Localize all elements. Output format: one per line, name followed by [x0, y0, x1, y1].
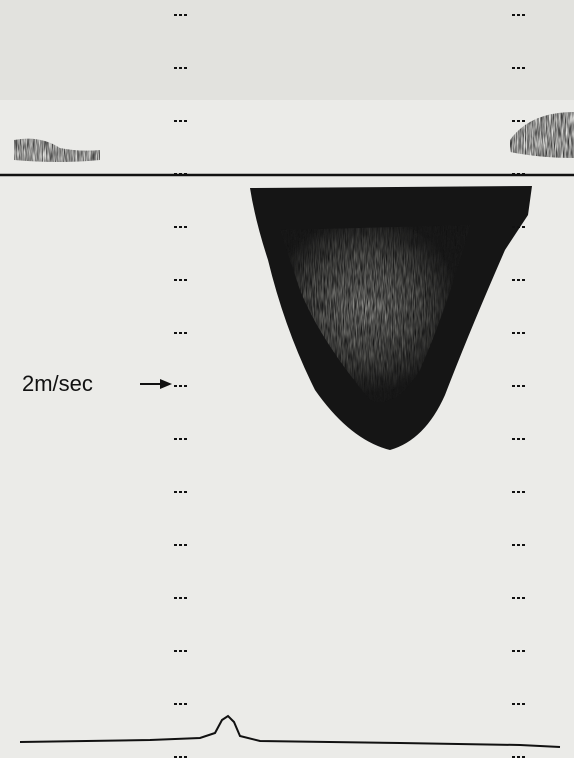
- signal-blob: [14, 138, 100, 162]
- top-band: [0, 0, 574, 100]
- arrow-head: [160, 379, 172, 389]
- scale-label: 2m/sec: [22, 371, 93, 396]
- doppler-core: [280, 225, 470, 402]
- ecg-trace: [19, 714, 561, 748]
- signal-blob: [510, 112, 574, 158]
- calibration-marks: [174, 14, 526, 758]
